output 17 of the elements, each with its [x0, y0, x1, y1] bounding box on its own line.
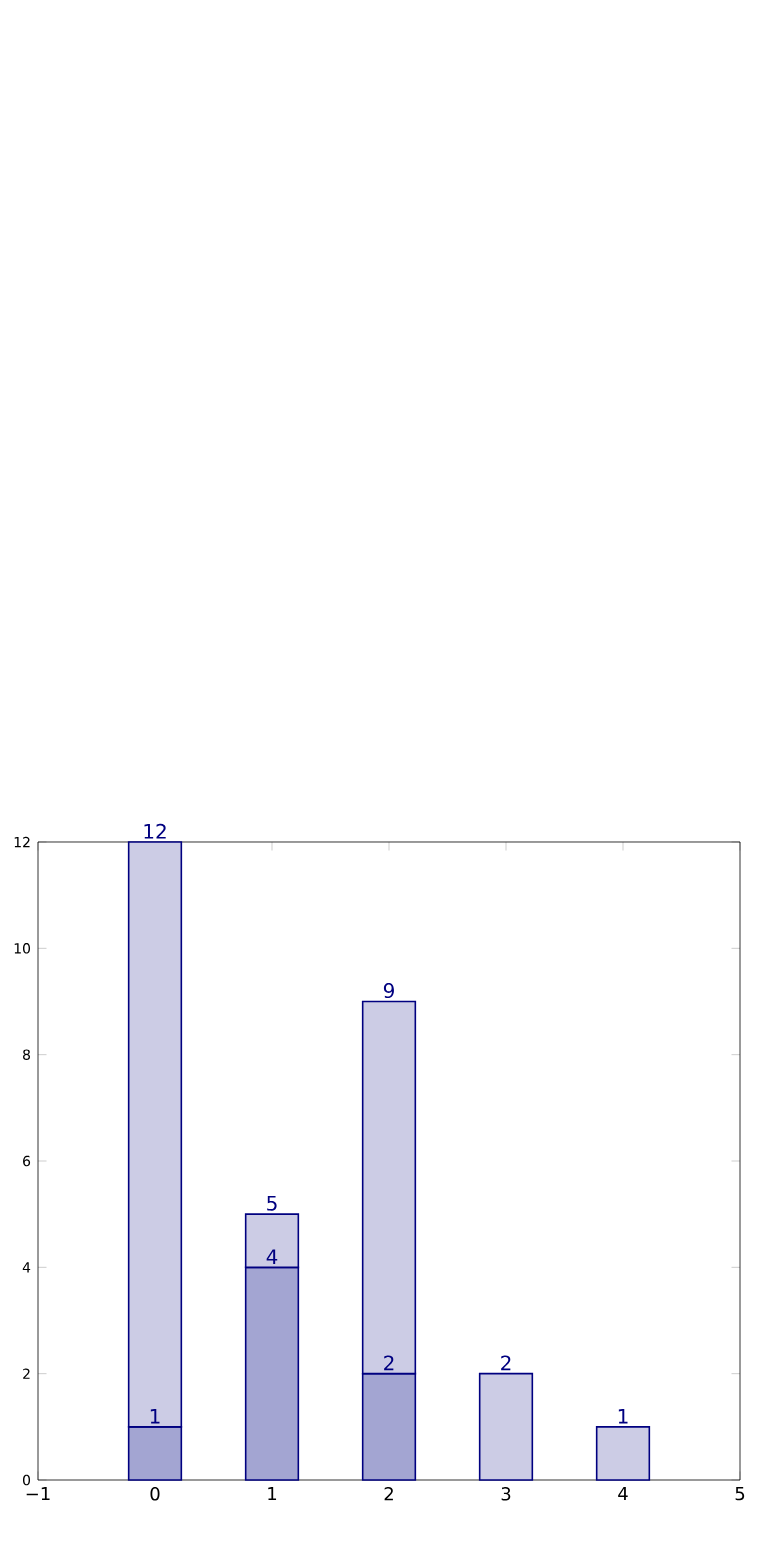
total-label: 1	[618, 1408, 628, 1424]
bar	[595, 1426, 651, 1481]
bar	[478, 1372, 534, 1481]
x-tick-label: 4	[618, 1487, 628, 1501]
x-tick-label: 5	[735, 1487, 745, 1501]
x-tick-label: 3	[501, 1487, 511, 1501]
total-label: 2	[501, 1355, 511, 1371]
data-label: 1	[150, 1408, 160, 1424]
x-tick-label: 2	[384, 1487, 393, 1501]
total-label: 5	[267, 1195, 277, 1211]
x-tick-label: 1	[268, 1487, 277, 1501]
x-tick-label: −1	[26, 1487, 50, 1501]
total-label: 9	[383, 983, 394, 999]
total-label: 12	[144, 823, 166, 839]
x-tick-label: 0	[150, 1487, 160, 1501]
data-label: 4	[266, 1249, 278, 1264]
data-label: 2	[384, 1355, 394, 1371]
